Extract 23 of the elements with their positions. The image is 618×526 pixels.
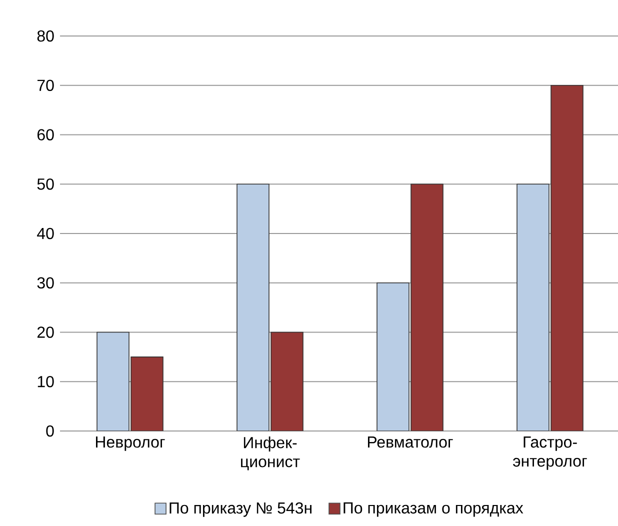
y-tick-label: 60 bbox=[37, 129, 54, 140]
y-tick-label: 40 bbox=[37, 228, 54, 240]
bar bbox=[270, 332, 304, 431]
y-tick-label: 30 bbox=[37, 277, 54, 289]
bar bbox=[236, 184, 270, 431]
legend-label: По приказу № 543н bbox=[170, 502, 312, 517]
bar bbox=[410, 184, 444, 431]
x-tick-label: Инфек-ционист bbox=[241, 436, 300, 470]
y-tick-label: 20 bbox=[37, 326, 54, 338]
y-tick-label: 0 bbox=[46, 425, 54, 437]
bar bbox=[376, 282, 410, 431]
y-tick-label: 70 bbox=[37, 80, 54, 92]
x-tick-label: Невролог bbox=[96, 436, 165, 451]
bar bbox=[96, 332, 130, 431]
y-tick-label: 10 bbox=[38, 376, 54, 388]
x-tick-label: Ревматолог bbox=[368, 436, 453, 448]
x-tick-label: Гастро-энтеролог bbox=[513, 436, 587, 470]
bar bbox=[130, 356, 164, 431]
bar bbox=[550, 84, 584, 431]
y-tick-label: 80 bbox=[37, 30, 54, 42]
legend-label: По приказам о порядках bbox=[344, 502, 524, 517]
bar bbox=[516, 184, 550, 431]
y-tick-label: 50 bbox=[37, 178, 54, 190]
